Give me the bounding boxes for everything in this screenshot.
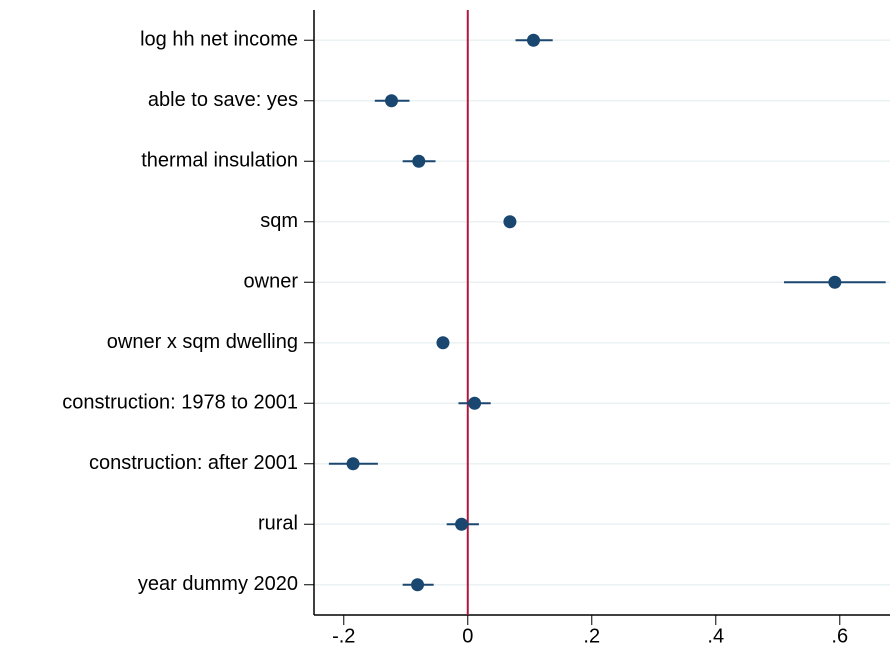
y-tick-label: sqm	[260, 210, 298, 232]
x-tick-label: .6	[831, 625, 848, 647]
point	[411, 578, 425, 592]
point	[412, 154, 426, 168]
y-tick-label: thermal insulation	[141, 150, 298, 172]
x-tick-label: .4	[707, 625, 724, 647]
x-tick-label: -.2	[332, 625, 355, 647]
x-tick-label: 0	[462, 625, 473, 647]
point	[455, 517, 469, 531]
x-tick-label: .2	[583, 625, 600, 647]
y-tick-label: log hh net income	[140, 29, 298, 51]
y-tick-label: construction: 1978 to 2001	[62, 392, 298, 414]
point	[346, 457, 360, 471]
point	[468, 396, 482, 410]
y-tick-label: construction: after 2001	[89, 452, 298, 474]
point	[436, 336, 450, 350]
y-tick-label: rural	[258, 513, 298, 535]
point	[385, 94, 399, 108]
y-tick-label: owner	[244, 271, 299, 293]
y-tick-label: able to save: yes	[148, 89, 298, 111]
y-tick-label: owner x sqm dwelling	[107, 331, 298, 353]
point	[503, 215, 517, 229]
point	[828, 275, 842, 289]
y-tick-label: year dummy 2020	[138, 573, 298, 595]
point	[526, 33, 540, 47]
